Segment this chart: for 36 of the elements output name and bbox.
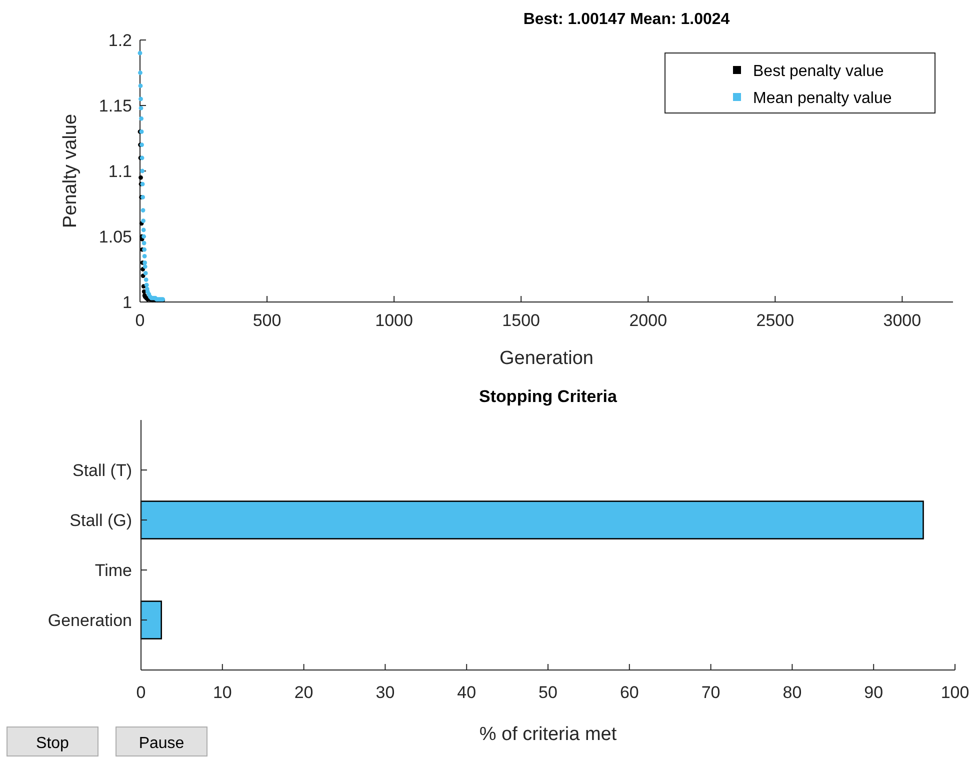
legend-label: Best penalty value: [753, 63, 884, 80]
x-tick-label: 3000: [883, 311, 922, 330]
x-tick-label: 60: [620, 683, 639, 702]
y-tick-label: Stall (T): [72, 461, 132, 480]
legend-label: Mean penalty value: [753, 90, 892, 107]
x-tick-label: 0: [136, 683, 146, 702]
y-tick-label: 1.15: [98, 96, 132, 116]
y-tick-label: Generation: [48, 611, 132, 630]
x-tick-label: 100: [940, 683, 970, 702]
x-tick-label: 80: [782, 683, 802, 702]
y-tick-label: Stall (G): [70, 511, 132, 530]
x-tick-label: 10: [212, 683, 232, 702]
x-tick-label: 0: [135, 311, 145, 330]
x-tick-label: 70: [701, 683, 720, 702]
x-tick-label: 20: [294, 683, 314, 702]
x-tick-label: 1500: [502, 311, 540, 330]
y-tick-label: 1.1: [108, 162, 132, 181]
y-tick-label: Time: [94, 561, 132, 580]
x-tick-label: 500: [252, 311, 282, 330]
x-tick-label: 30: [376, 683, 395, 702]
x-tick-label: 1000: [375, 311, 413, 330]
x-tick-label: 90: [864, 683, 884, 702]
y-axis-title: Penalty value: [60, 114, 81, 228]
chart-title: Stopping Criteria: [479, 387, 618, 406]
y-tick-label: 1: [122, 293, 132, 312]
y-tick-label: 1.2: [108, 31, 132, 50]
x-tick-label: 40: [457, 683, 476, 702]
button: Stop: [6, 726, 98, 756]
button: Pause: [116, 726, 208, 756]
x-axis-title: Generation: [499, 348, 594, 369]
x-tick-label: 2000: [629, 311, 668, 330]
y-tick-label: 1.05: [98, 228, 132, 246]
x-axis-title: % of criteria met: [479, 724, 618, 745]
x-tick-label: 2500: [756, 311, 794, 330]
chart-title: Best: 1.00147 Mean: 1.0024: [523, 11, 730, 28]
x-tick-label: 50: [538, 683, 558, 702]
